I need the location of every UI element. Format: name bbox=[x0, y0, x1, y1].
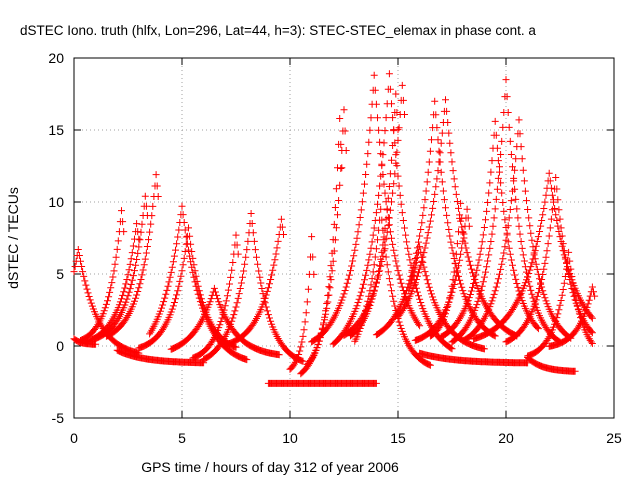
data-point-markers bbox=[303, 115, 346, 368]
satellite-pass-series bbox=[77, 207, 128, 344]
satellite-pass-series bbox=[448, 76, 564, 346]
satellite-pass-series bbox=[437, 117, 542, 341]
satellite-pass-series bbox=[167, 284, 283, 359]
x-axis-label: GPS time / hours of day 312 of year 2006 bbox=[141, 459, 399, 475]
x-tick-label: 15 bbox=[390, 430, 406, 446]
data-point-markers bbox=[92, 192, 151, 342]
satellite-pass-series bbox=[113, 346, 208, 367]
y-tick-label: -5 bbox=[52, 410, 65, 426]
satellite-pass-series bbox=[524, 354, 579, 375]
data-point-markers bbox=[545, 283, 599, 350]
data-point-markers bbox=[113, 346, 208, 367]
satellite-pass-series bbox=[286, 233, 318, 373]
satellite-pass-series bbox=[200, 210, 307, 365]
satellite-pass-series bbox=[545, 283, 599, 350]
y-axis-label: dSTEC / TECUs bbox=[5, 187, 21, 289]
y-tick-label: 20 bbox=[48, 50, 64, 66]
y-tick-label: 0 bbox=[56, 338, 64, 354]
data-point-markers bbox=[135, 224, 240, 352]
y-axis: -5 0 5 10 15 20 bbox=[48, 50, 614, 426]
satellite-pass-series bbox=[221, 215, 287, 349]
x-tick-label: 25 bbox=[606, 430, 622, 446]
data-point-markers bbox=[200, 210, 307, 365]
satellite-pass-series bbox=[416, 349, 532, 367]
plot-frame bbox=[73, 57, 615, 419]
satellite-pass-series bbox=[92, 192, 151, 342]
data-point-markers bbox=[524, 354, 579, 375]
y-tick-label: 15 bbox=[48, 122, 64, 138]
satellite-pass-series bbox=[135, 224, 240, 352]
x-axis: 0 5 10 15 20 25 bbox=[70, 58, 622, 446]
data-point-markers bbox=[448, 76, 564, 346]
y-tick-label: 5 bbox=[56, 266, 64, 282]
x-tick-label: 10 bbox=[282, 430, 298, 446]
data-point-markers bbox=[102, 171, 162, 340]
satellite-pass-series bbox=[303, 115, 346, 368]
data-point-markers bbox=[167, 284, 283, 359]
data-point-markers bbox=[426, 199, 467, 340]
data-point-markers bbox=[286, 233, 318, 373]
y-tick-label: 10 bbox=[48, 194, 64, 210]
data-point-markers bbox=[77, 207, 128, 344]
data-point-markers bbox=[437, 117, 542, 341]
data-points bbox=[70, 70, 599, 387]
data-point-markers bbox=[221, 215, 287, 349]
chart-title: dSTEC Iono. truth (hlfx, Lon=296, Lat=44… bbox=[20, 23, 536, 38]
x-tick-label: 20 bbox=[498, 430, 514, 446]
data-point-markers bbox=[264, 379, 380, 387]
data-point-markers bbox=[416, 349, 532, 367]
x-tick-label: 0 bbox=[70, 430, 78, 446]
x-tick-label: 5 bbox=[178, 430, 186, 446]
satellite-pass-series bbox=[426, 199, 467, 340]
satellite-pass-series bbox=[264, 379, 380, 387]
satellite-pass-series bbox=[102, 171, 162, 340]
